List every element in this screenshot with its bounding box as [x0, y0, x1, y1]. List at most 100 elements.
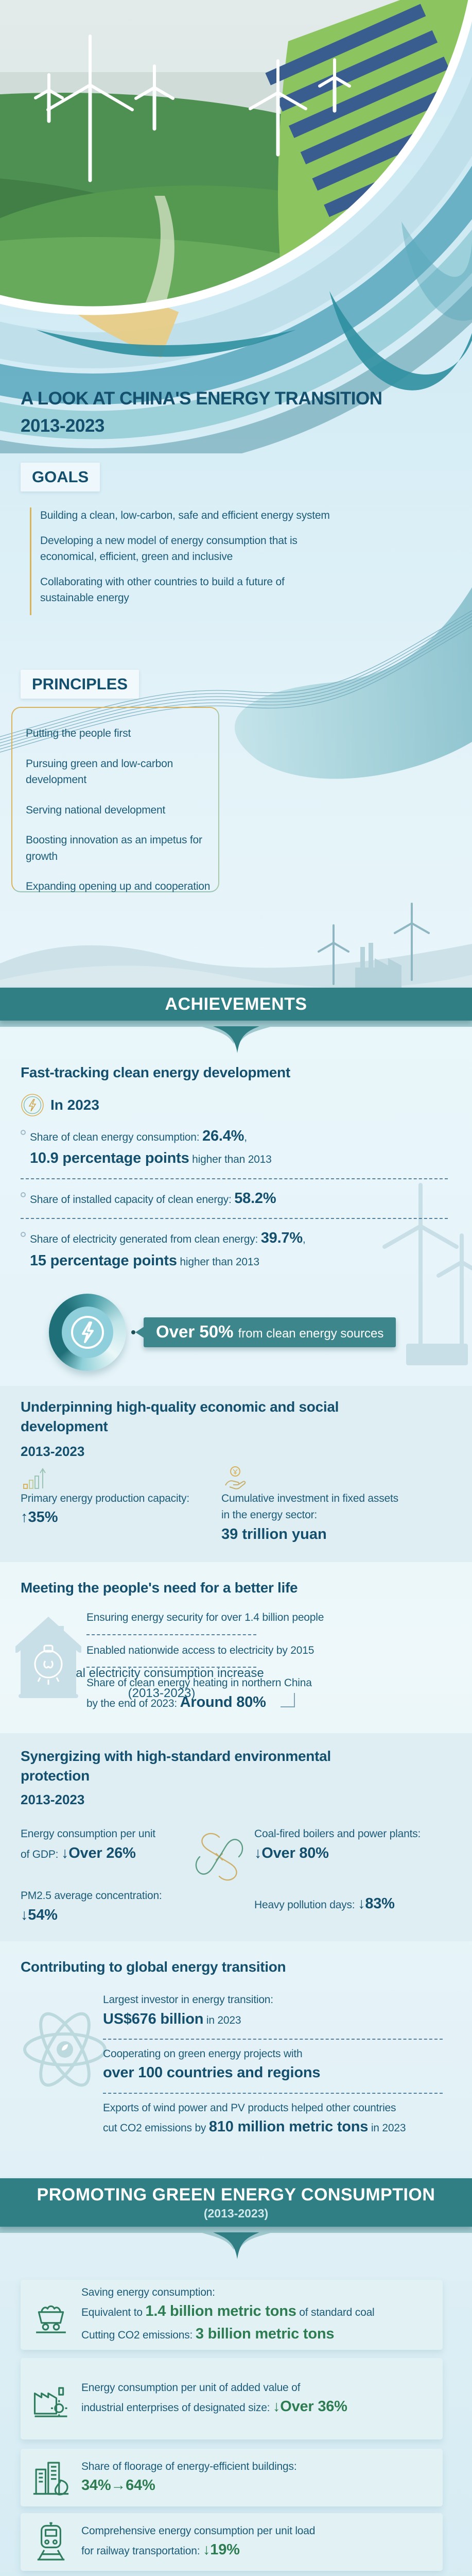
- achievements-banner: ACHIEVEMENTS: [0, 988, 472, 1055]
- swoosh-mid: [401, 222, 472, 321]
- better-life-heading: Meeting the people's need for a better l…: [21, 1580, 298, 1596]
- stat-fixed-assets-label: Cumulative investment in fixed assets in …: [221, 1492, 398, 1521]
- dashed-divider: [103, 2038, 443, 2040]
- card-industrial-text: Energy consumption per unit of added val…: [81, 2381, 347, 2415]
- page-title-line1: A LOOK AT CHINA'S ENERGY TRANSITION: [21, 388, 382, 409]
- achievements-banner-title: ACHIEVEMENTS: [165, 994, 307, 1014]
- section-fast-tracking: Fast-tracking clean energy development I…: [0, 1051, 472, 1707]
- card-railway-text: Comprehensive energy consumption per uni…: [81, 2524, 316, 2558]
- electricity-consumption-caption: Total electricity consumption increase (…: [28, 1659, 295, 1707]
- coal-cart-icon: [21, 2293, 81, 2336]
- principles-label: PRINCIPLES: [21, 670, 139, 699]
- underpinning-period: 2013-2023: [21, 1443, 85, 1459]
- banner-tail: [200, 1026, 272, 1053]
- arc-gold: [0, 172, 179, 358]
- global-transition-items: Largest investor in energy transition: US…: [103, 1992, 443, 2139]
- largest-investor-item: Largest investor in energy transition: US…: [103, 1994, 273, 2027]
- knot-arrows-icon: [189, 1827, 249, 1887]
- hand-coin-icon: [221, 1466, 448, 1490]
- installed-capacity-stat: Share of installed capacity of clean ene…: [21, 1188, 448, 1210]
- clean-heating-item: Share of clean energy heating in norther…: [86, 1677, 312, 1710]
- saving-line2: Equivalent to 1.4 billion metric tons of…: [81, 2303, 375, 2320]
- saving-line3: Cutting CO2 emissions: 3 billion metric …: [81, 2325, 335, 2342]
- promoting-banner: PROMOTING GREEN ENERGY CONSUMPTION (2013…: [0, 2178, 472, 2261]
- section-global-transition: Contributing to global energy transition…: [0, 1941, 472, 2178]
- goals-list: Building a clean, low-carbon, safe and e…: [30, 507, 436, 615]
- section-underpinning: Underpinning high-quality economic and s…: [0, 1386, 472, 1562]
- better-life-items: Ensuring energy security for over 1.4 bi…: [86, 1609, 354, 1714]
- dashed-divider: [103, 2092, 443, 2094]
- stat-pm25: PM2.5 average concentration: ↓54%: [21, 1890, 162, 1923]
- goal-item: Building a clean, low-carbon, safe and e…: [40, 510, 330, 521]
- dashed-divider: [86, 1667, 256, 1668]
- in-2023-row: In 2023: [21, 1093, 472, 1117]
- section-better-life: Meeting the people's need for a better l…: [0, 1562, 472, 1733]
- banner-fold: [0, 1021, 472, 1027]
- global-transition-heading: Contributing to global energy transition: [21, 1959, 286, 1975]
- exports-item: Exports of wind power and PV products he…: [103, 2102, 406, 2136]
- stat-primary-energy-value: ↑35%: [21, 1509, 58, 1526]
- dashed-divider: [21, 1218, 448, 1219]
- dashed-divider: [86, 1634, 256, 1635]
- card-saving-energy-text: Saving energy consumption: Equivalent to…: [81, 2284, 375, 2345]
- buildings-leaf-icon: [21, 2456, 81, 2499]
- principles-box: Putting the people first Pursuing green …: [11, 707, 219, 892]
- cooperation-item: Cooperating on green energy projects wit…: [103, 2047, 321, 2081]
- clean-energy-badge: [49, 1294, 126, 1371]
- section-synergizing: Synergizing with high-standard environme…: [0, 1733, 472, 1941]
- caption-line2: (2013-2023): [128, 1686, 196, 1700]
- photo-ring: [0, 0, 472, 315]
- dashed-divider: [21, 1178, 448, 1179]
- over-50-bubble: Over 50% from clean energy sources: [131, 1317, 396, 1348]
- factory-gear-icon: [21, 2377, 81, 2420]
- fast-tracking-bullets: Share of clean energy consumption: 26.4%…: [21, 1125, 448, 1272]
- house-bulb-icon: [15, 1612, 81, 1700]
- promoting-banner-subtitle: (2013-2023): [203, 2207, 269, 2220]
- arc-teal: [0, 165, 472, 404]
- card-buildings-text: Share of floorage of energy-efficient bu…: [81, 2460, 297, 2494]
- card-railway: Comprehensive energy consumption per uni…: [21, 2513, 443, 2571]
- swoosh-small: [36, 330, 296, 357]
- principle-item: Boosting innovation as an impetus for gr…: [26, 834, 202, 862]
- principle-item: Expanding opening up and cooperation: [26, 880, 211, 892]
- promoting-banner-title: PROMOTING GREEN ENERGY CONSUMPTION: [37, 2185, 435, 2205]
- caption-line1: Total electricity consumption increase: [59, 1666, 264, 1681]
- stat-gdp-energy: Energy consumption per unit of GDP: ↓Over…: [21, 1828, 155, 1861]
- stat-primary-energy: Primary energy production capacity: ↑35%: [21, 1466, 221, 1543]
- synergizing-period: 2013-2023: [21, 1791, 85, 1807]
- arc-light-teal: [0, 229, 472, 439]
- clean-energy-badge-row: Over 50% from clean energy sources: [49, 1294, 472, 1371]
- arc-pale: [0, 76, 472, 368]
- banner-fold: [0, 2227, 472, 2233]
- underpinning-heading: Underpinning high-quality economic and s…: [21, 1399, 339, 1434]
- card-buildings: Share of floorage of energy-efficient bu…: [21, 2449, 443, 2506]
- principle-item: Putting the people first: [26, 727, 131, 739]
- principle-item: Pursuing green and low-carbon developmen…: [26, 757, 173, 786]
- clean-energy-consumption-stat: Share of clean energy consumption: 26.4%…: [21, 1125, 448, 1170]
- energy-security-item: Ensuring energy security for over 1.4 bi…: [86, 1612, 324, 1623]
- electricity-generated-stat: Share of electricity generated from clea…: [21, 1227, 448, 1272]
- goal-item: Developing a new model of energy consump…: [40, 534, 298, 563]
- underpinning-stats: Primary energy production capacity: ↑35%…: [21, 1466, 451, 1543]
- card-saving-energy: Saving energy consumption: Equivalent to…: [21, 2280, 443, 2350]
- atom-leaf-icon: [19, 2003, 111, 2096]
- train-icon: [21, 2520, 81, 2564]
- goals-label: GOALS: [21, 463, 100, 492]
- stat-pollution-days: Heavy pollution days: ↓83%: [254, 1895, 395, 1912]
- goal-item: Collaborating with other countries to bu…: [40, 575, 285, 604]
- stat-fixed-assets-value: 39 trillion yuan: [221, 1526, 327, 1543]
- in-2023-label: In 2023: [50, 1097, 99, 1113]
- banner-tail: [200, 2232, 272, 2259]
- stat-coal-boilers: Coal-fired boilers and power plants: ↓Ove…: [254, 1828, 421, 1861]
- saving-line1: Saving energy consumption:: [81, 2286, 215, 2298]
- swoosh-large: [329, 291, 472, 391]
- stat-fixed-assets: Cumulative investment in fixed assets in …: [221, 1466, 448, 1543]
- stat-primary-energy-label: Primary energy production capacity:: [21, 1492, 189, 1504]
- electricity-access-item: Enabled nationwide access to electricity…: [86, 1644, 314, 1656]
- fast-tracking-heading: Fast-tracking clean energy development: [21, 1064, 290, 1080]
- wind-turbines: [47, 75, 337, 182]
- hills-decor: [0, 903, 472, 989]
- bolt-circle-icon: [21, 1093, 44, 1117]
- page-title: A LOOK AT CHINA'S ENERGY TRANSITION 2013…: [21, 385, 458, 439]
- badge-bolt-icon: [62, 1307, 113, 1359]
